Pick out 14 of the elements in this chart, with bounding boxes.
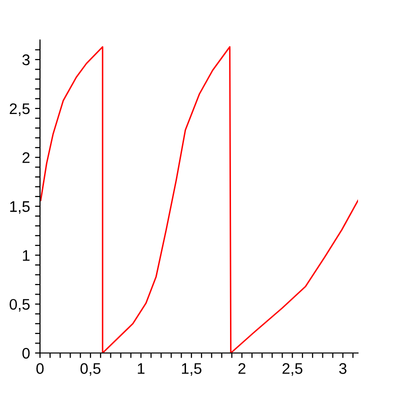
x-tick-label: 0,5: [80, 363, 100, 376]
y-tick-label: 0: [22, 348, 30, 359]
x-tick-label: 0: [36, 363, 44, 374]
y-tick-label: 0,5: [10, 298, 30, 312]
x-tick-label: 3: [339, 363, 346, 374]
x-tick-label: 2,5: [282, 363, 302, 376]
x-tick-label: 2: [238, 363, 246, 374]
y-tick-label: 3: [22, 54, 30, 66]
x-tick-label: 1: [138, 363, 144, 374]
y-tick-label: 1,5: [10, 201, 30, 214]
y-tick-label: 2,5: [10, 103, 30, 116]
x-tick-label: 1,5: [182, 363, 202, 376]
y-tick-label: 1: [22, 250, 30, 261]
y-tick-label: 2: [22, 152, 30, 163]
